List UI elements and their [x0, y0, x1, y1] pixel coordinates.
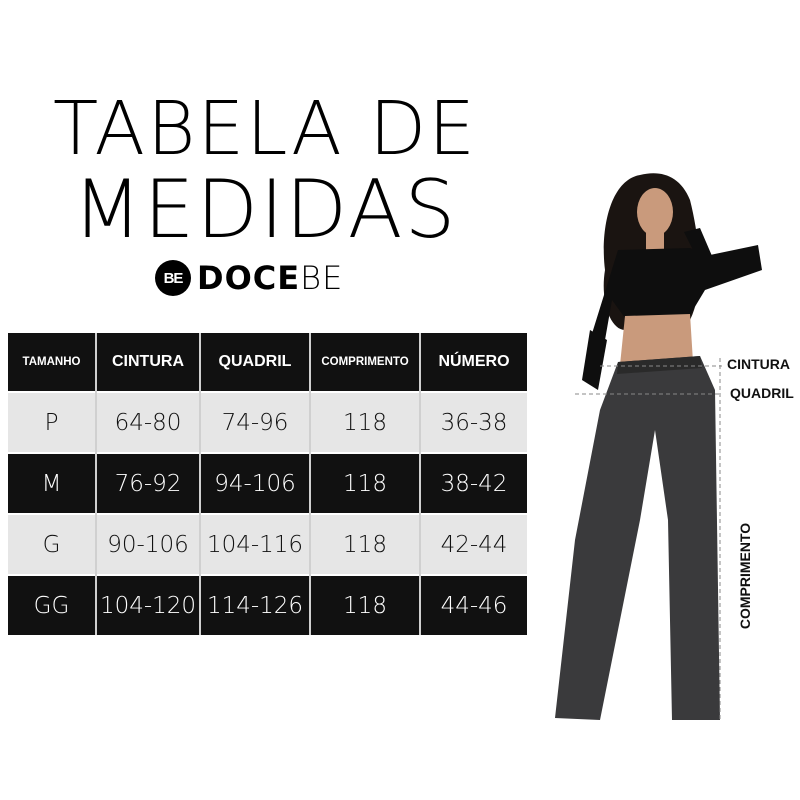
- cell-numero: 42-44: [419, 513, 527, 575]
- header-numero: NÚMERO: [419, 333, 527, 392]
- cell-cintura: 64-80: [95, 391, 200, 453]
- size-table: TAMANHO CINTURA QUADRIL COMPRIMENTO NÚME…: [8, 333, 527, 635]
- table-row: GG 104-120 114-126 118 44-46: [8, 574, 527, 635]
- title-line-2: MEDIDAS: [72, 163, 458, 256]
- title-line-1: TABELA DE: [52, 86, 478, 172]
- table-row: G 90-106 104-116 118 42-44: [8, 513, 527, 575]
- cell-comprimento: 118: [309, 513, 420, 575]
- brand-name-bold: DOCE: [197, 259, 301, 297]
- cell-size: G: [8, 513, 96, 575]
- cell-numero: 44-46: [419, 574, 527, 635]
- brand-logo: BE DOCEBE: [155, 258, 343, 298]
- brand-name-light: BE: [300, 259, 344, 297]
- header-comprimento: COMPRIMENTO: [309, 333, 420, 392]
- cell-quadril: 114-126: [199, 574, 310, 635]
- cell-comprimento: 118: [309, 391, 420, 453]
- header-tamanho: TAMANHO: [8, 333, 96, 392]
- brand-name: DOCEBE: [197, 259, 343, 297]
- cell-quadril: 94-106: [199, 452, 310, 514]
- cell-numero: 36-38: [419, 391, 527, 453]
- cell-quadril: 104-116: [199, 513, 310, 575]
- label-cintura: CINTURA: [727, 356, 790, 372]
- cell-comprimento: 118: [309, 574, 420, 635]
- cell-cintura: 104-120: [95, 574, 200, 635]
- model-photo: [555, 173, 762, 720]
- cell-cintura: 90-106: [95, 513, 200, 575]
- table-row: M 76-92 94-106 118 38-42: [8, 452, 527, 514]
- cell-comprimento: 118: [309, 452, 420, 514]
- cell-size: GG: [8, 574, 96, 635]
- header-cintura: CINTURA: [95, 333, 200, 392]
- table-header-row: TAMANHO CINTURA QUADRIL COMPRIMENTO NÚME…: [8, 333, 527, 392]
- cell-size: P: [8, 391, 96, 453]
- cell-quadril: 74-96: [199, 391, 310, 453]
- header-quadril: QUADRIL: [199, 333, 310, 392]
- brand-logo-icon: BE: [155, 260, 191, 296]
- cell-size: M: [8, 452, 96, 514]
- cell-numero: 38-42: [419, 452, 527, 514]
- label-comprimento: COMPRIMENTO: [737, 522, 753, 630]
- cell-cintura: 76-92: [95, 452, 200, 514]
- label-quadril: QUADRIL: [730, 385, 794, 401]
- table-row: P 64-80 74-96 118 36-38: [8, 391, 527, 453]
